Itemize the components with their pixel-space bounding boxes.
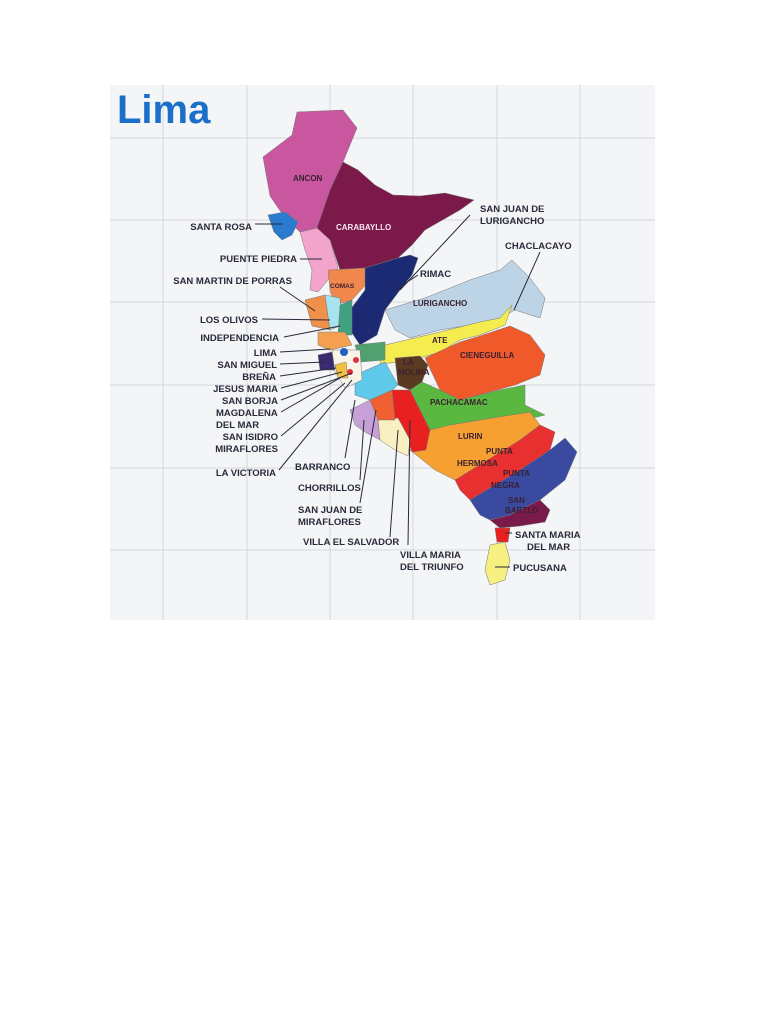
label-villa-el-salvador: VILLA EL SALVADOR: [303, 537, 399, 548]
label-san-miguel: SAN MIGUEL: [217, 360, 277, 371]
label-miraflores-sjm: MIRAFLORES: [298, 517, 361, 528]
district-pucusana: [484, 541, 511, 586]
label-punta-negra-1: PUNTA: [503, 469, 530, 478]
label-punta-hermosa-1: PUNTA: [486, 447, 513, 456]
district-santa-maria-del-mar: [494, 527, 511, 543]
label-ate: ATE: [432, 336, 448, 345]
label-santa-maria: SANTA MARIA: [515, 530, 581, 541]
label-molina: MOLINA: [398, 368, 430, 377]
label-magdalena: MAGDALENA: [216, 408, 278, 419]
label-lurin: LURIN: [458, 432, 483, 441]
label-barranco: BARRANCO: [295, 462, 350, 473]
label-san-juan-de-l: SAN JUAN DE: [480, 204, 544, 215]
label-san-borja: SAN BORJA: [222, 396, 278, 407]
label-los-olivos: LOS OLIVOS: [200, 315, 258, 326]
label-chaclacayo: CHACLACAYO: [505, 241, 572, 252]
label-del-mar: DEL MAR: [216, 420, 259, 431]
label-independencia: INDEPENDENCIA: [200, 333, 279, 344]
district-santa-rosa: [267, 211, 299, 241]
district-san-bartolo: [489, 499, 551, 529]
label-san-juan-de: SAN JUAN DE: [298, 505, 362, 516]
label-la-victoria: LA VICTORIA: [216, 468, 276, 479]
label-miraflores: MIRAFLORES: [215, 444, 278, 455]
label-villa-maria: VILLA MARIA: [400, 550, 461, 561]
label-ancon: ANCON: [293, 174, 323, 183]
label-pachacamac: PACHACAMAC: [430, 398, 488, 407]
label-lurigancho: LURIGANCHO: [413, 299, 467, 308]
label-puente-piedra: PUENTE PIEDRA: [220, 254, 297, 265]
district-dot: [353, 357, 359, 363]
label-del-triunfo: DEL TRIUNFO: [400, 562, 464, 573]
inner-labels: ANCON CARABAYLLO COMAS LURIGANCHO ATE CI…: [293, 174, 538, 515]
label-san-bartolo-1: SAN: [508, 496, 525, 505]
label-pucusana: PUCUSANA: [513, 563, 567, 574]
district-punta-negra: [469, 437, 578, 521]
label-carabayllo: CARABAYLLO: [336, 223, 391, 232]
label-san-bartolo-2: BARTLO: [505, 506, 538, 515]
label-del-mar-sm: DEL MAR: [527, 542, 570, 553]
label-santa-rosa: SANTA ROSA: [190, 222, 252, 233]
label-cieneguilla: CIENEGUILLA: [460, 351, 514, 360]
label-jesus-maria: JESUS MARIA: [213, 384, 278, 395]
label-brena: BREÑA: [242, 372, 276, 383]
label-la: LA: [403, 358, 414, 367]
label-comas: COMAS: [330, 283, 355, 290]
label-chorrillos: CHORRILLOS: [298, 483, 361, 494]
district-dot: [340, 348, 348, 356]
outer-labels: SANTA ROSA PUENTE PIEDRA SAN MARTIN DE P…: [173, 204, 580, 574]
district-surco: [354, 361, 399, 401]
label-punta-hermosa-2: HERMOSA: [457, 459, 498, 468]
label-rimac: RIMAC: [420, 269, 451, 280]
label-lurigancho-sjl: LURIGANCHO: [480, 216, 544, 227]
map-title: Lima: [117, 88, 211, 132]
label-lima: LIMA: [254, 348, 277, 359]
district-smp: [337, 299, 353, 336]
label-punta-negra-2: NEGRA: [491, 481, 520, 490]
district-lima: [317, 331, 353, 351]
district-lurigancho: [384, 259, 546, 339]
leader-lines: [255, 214, 541, 568]
district-carabayllo: [316, 161, 475, 271]
label-san-martin-de-porras: SAN MARTIN DE PORRAS: [173, 276, 292, 287]
label-san-isidro: SAN ISIDRO: [223, 432, 278, 443]
